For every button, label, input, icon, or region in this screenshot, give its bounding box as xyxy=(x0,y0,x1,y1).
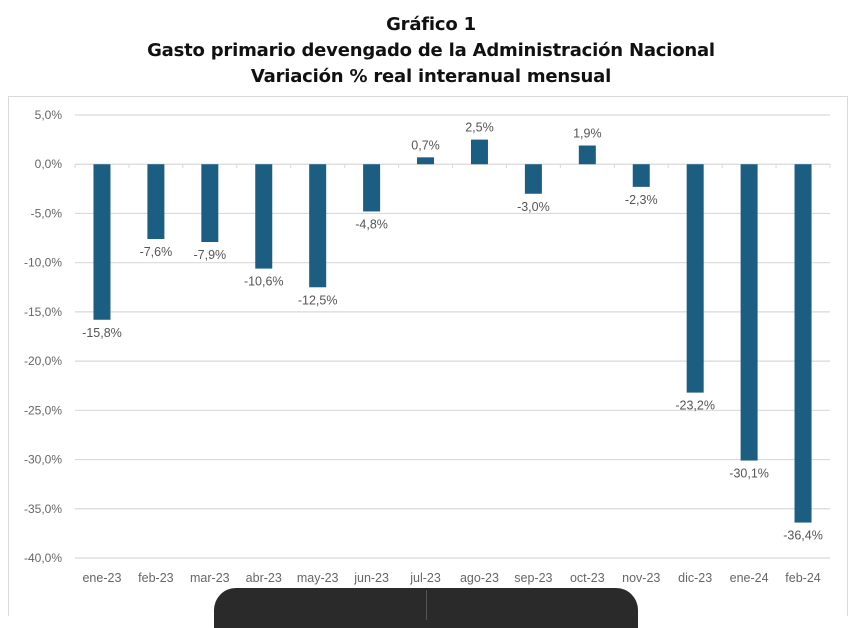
chart-subtitle: Variación % real interanual mensual xyxy=(250,66,612,87)
bottom-overlay-bar xyxy=(214,588,638,628)
chart-title-block: Gráfico 1 Gasto primario devengado de la… xyxy=(0,12,862,90)
y-tick-label: -40,0% xyxy=(24,551,62,565)
bar xyxy=(686,164,704,393)
x-category-label: nov-23 xyxy=(622,571,660,585)
x-category-label: feb-23 xyxy=(138,571,173,585)
bar xyxy=(740,164,758,461)
x-category-label: oct-23 xyxy=(570,571,605,585)
y-tick-label: 5,0% xyxy=(35,108,63,122)
bar xyxy=(147,164,165,240)
data-label: -2,3% xyxy=(625,193,658,207)
x-category-label: jul-23 xyxy=(409,571,441,585)
bar-chart: 5,0% 0,0% -5,0% -10,0% -15,0% -20,0% -25,0% -30… xyxy=(24,108,831,585)
bar xyxy=(524,164,542,194)
x-axis-category-labels: ene-23 feb-23 mar-23 abr-23 may-23 jun-23 jul-… xyxy=(82,571,820,585)
y-axis-tick-labels: 5,0% 0,0% -5,0% -10,0% -15,0% -20,0% -25,0% -30… xyxy=(24,108,62,565)
gridlines xyxy=(75,114,830,559)
x-category-label: abr-23 xyxy=(246,571,282,585)
data-label: -12,5% xyxy=(298,293,338,307)
bar xyxy=(201,164,219,242)
bar xyxy=(417,157,435,165)
data-label: -23,2% xyxy=(675,399,715,413)
overlay-divider xyxy=(426,590,427,620)
bar xyxy=(632,164,650,187)
bar xyxy=(255,164,273,269)
y-tick-label: 0,0% xyxy=(35,157,63,171)
y-tick-label: -30,0% xyxy=(24,453,62,467)
bar xyxy=(309,164,327,288)
bar xyxy=(93,164,111,320)
x-category-label: mar-23 xyxy=(190,571,230,585)
data-label: 0,7% xyxy=(411,138,440,152)
x-category-label: feb-24 xyxy=(785,571,820,585)
data-label: -7,9% xyxy=(193,248,226,262)
data-label: -10,6% xyxy=(244,275,284,289)
bar xyxy=(363,164,381,212)
x-category-label: may-23 xyxy=(297,571,339,585)
data-label: -3,0% xyxy=(517,200,550,214)
x-category-label: ene-24 xyxy=(730,571,769,585)
x-category-label: ene-23 xyxy=(82,571,121,585)
y-tick-label: -35,0% xyxy=(24,502,62,516)
bar xyxy=(470,139,488,165)
data-label: -15,8% xyxy=(82,326,122,340)
y-tick-label: -10,0% xyxy=(24,256,62,270)
zero-axis xyxy=(74,164,831,169)
bars xyxy=(93,139,812,523)
y-tick-label: -20,0% xyxy=(24,354,62,368)
chart-title-number: Gráfico 1 xyxy=(386,14,476,35)
data-label: -36,4% xyxy=(783,529,823,543)
data-label: 2,5% xyxy=(465,121,494,135)
bar xyxy=(794,164,812,523)
y-tick-label: -25,0% xyxy=(24,403,62,417)
y-tick-label: -15,0% xyxy=(24,305,62,319)
data-label: -30,1% xyxy=(729,467,769,481)
x-category-label: dic-23 xyxy=(678,571,712,585)
data-label: -7,6% xyxy=(140,245,173,259)
x-category-label: sep-23 xyxy=(514,571,552,585)
data-label: -4,8% xyxy=(355,217,388,231)
y-tick-label: -5,0% xyxy=(31,206,63,220)
bar xyxy=(578,145,596,165)
data-labels: -15,8% -7,6% -7,9% -10,6% -12,5% -4,8% 0,7% 2,5… xyxy=(82,121,823,543)
x-category-label: ago-23 xyxy=(460,571,499,585)
chart-title: Gasto primario devengado de la Administr… xyxy=(147,40,715,61)
x-category-label: jun-23 xyxy=(353,571,389,585)
data-label: 1,9% xyxy=(573,127,602,141)
